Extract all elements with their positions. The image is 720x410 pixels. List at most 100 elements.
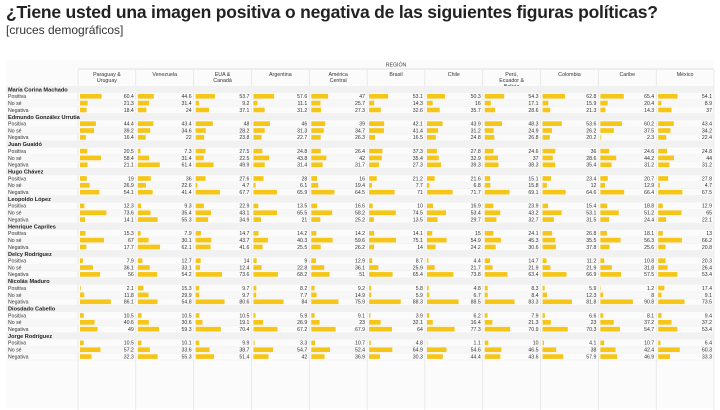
response-label: Negativa xyxy=(8,300,29,306)
value-label: 22.7 xyxy=(297,135,307,141)
bar xyxy=(137,148,141,154)
bar xyxy=(253,258,257,263)
value-label: 43.1 xyxy=(239,211,249,217)
bar xyxy=(311,210,333,216)
bar xyxy=(253,155,270,161)
bar xyxy=(311,183,319,188)
bar xyxy=(658,183,660,188)
row-band xyxy=(6,318,714,326)
value-label: 44.2 xyxy=(644,156,654,162)
bar xyxy=(80,217,86,222)
bar xyxy=(658,189,683,195)
column-header: Chile xyxy=(448,72,460,78)
bar xyxy=(658,347,680,353)
value-label: 21.3 xyxy=(586,108,596,114)
value-label: 17.7 xyxy=(124,245,134,251)
value-label: 36 xyxy=(186,176,192,182)
row-band xyxy=(6,236,714,244)
bar xyxy=(600,244,610,250)
bar xyxy=(253,285,257,291)
bar xyxy=(542,135,550,140)
value-label: 49.9 xyxy=(239,163,249,169)
value-label: 54.6 xyxy=(471,348,481,354)
value-label: 14.3 xyxy=(413,101,423,107)
value-label: 16 xyxy=(359,176,365,182)
value-label: 27.3 xyxy=(355,108,365,114)
value-label: 30.3 xyxy=(413,354,423,360)
value-label: 14 xyxy=(417,245,423,251)
value-label: 16.4 xyxy=(124,135,134,141)
bar xyxy=(195,347,210,353)
value-label: 31.4 xyxy=(297,163,307,169)
value-label: 20.5 xyxy=(124,149,134,155)
bar xyxy=(137,265,150,270)
bar xyxy=(137,285,144,291)
value-label: 48 xyxy=(244,122,250,128)
bar xyxy=(195,189,220,195)
figure-name: Edmundo González Urrutia xyxy=(8,115,81,121)
bar xyxy=(137,313,142,318)
bar xyxy=(311,326,336,332)
value-label: 37 xyxy=(533,156,539,162)
bar xyxy=(484,189,510,195)
value-label: 5.8 xyxy=(416,286,423,292)
bar xyxy=(658,230,663,236)
value-label: 84 xyxy=(301,300,307,306)
value-label: 43.2 xyxy=(528,211,538,217)
bar xyxy=(311,340,316,346)
bar xyxy=(600,272,621,277)
bar xyxy=(600,340,605,346)
value-label: 31.8 xyxy=(644,265,654,271)
value-label: 11.8 xyxy=(124,293,134,299)
bar xyxy=(600,210,619,216)
bar xyxy=(80,210,107,216)
value-label: 63.4 xyxy=(528,272,538,278)
bar xyxy=(600,148,610,154)
bar xyxy=(658,237,682,243)
value-label: 31.4 xyxy=(182,101,192,107)
bar xyxy=(542,210,562,216)
value-label: 8.1 xyxy=(647,313,654,319)
value-label: 45.3 xyxy=(528,238,538,244)
bar xyxy=(426,299,459,305)
value-label: 67 xyxy=(128,238,134,244)
value-label: 31.2 xyxy=(644,163,654,169)
bar xyxy=(369,244,375,250)
bar xyxy=(195,210,212,216)
bar xyxy=(542,258,547,263)
bar xyxy=(311,176,318,181)
bar xyxy=(253,326,278,332)
value-label: 5.9 xyxy=(416,293,423,299)
bar xyxy=(369,176,377,181)
value-label: 53.1 xyxy=(586,211,596,217)
value-label: 2.1 xyxy=(127,286,134,292)
value-label: 53.4 xyxy=(702,272,712,278)
value-label: 12.9 xyxy=(644,183,654,189)
value-label: 28.6 xyxy=(586,156,596,162)
bar xyxy=(311,230,317,236)
bar xyxy=(542,272,567,277)
bar xyxy=(80,128,95,133)
value-label: 12.3 xyxy=(124,204,134,210)
bar xyxy=(426,265,435,270)
bar xyxy=(484,128,494,133)
bar xyxy=(484,354,501,359)
value-label: 44.4 xyxy=(471,354,481,360)
bar xyxy=(137,292,149,298)
value-label: 26.9 xyxy=(297,320,307,326)
value-label: 65 xyxy=(706,211,712,217)
bar xyxy=(484,100,491,106)
value-label: 14.7 xyxy=(528,259,538,265)
bar xyxy=(658,258,666,263)
bar xyxy=(542,340,545,346)
bar xyxy=(658,203,663,209)
value-label: 12.4 xyxy=(239,265,249,271)
figure-name: Juan Guaidó xyxy=(8,142,42,148)
value-label: 14.3 xyxy=(644,108,654,114)
value-label: 28 xyxy=(301,176,307,182)
value-label: 9.2 xyxy=(358,286,365,292)
bar xyxy=(369,340,371,346)
bar xyxy=(311,135,321,140)
value-label: 21.2 xyxy=(413,176,423,182)
bar xyxy=(484,93,505,99)
